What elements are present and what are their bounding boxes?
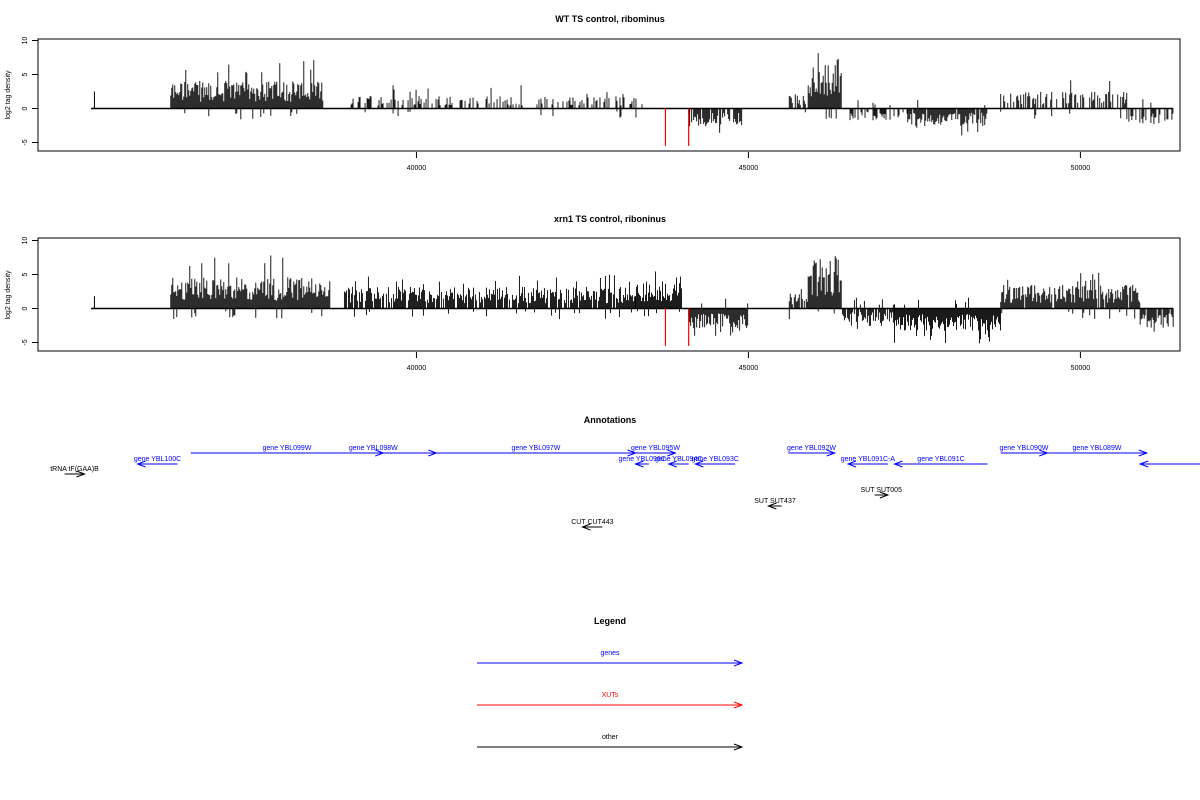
annotation-label: SUT SUT437: [754, 498, 796, 505]
arrow-head-icon: [893, 460, 903, 468]
annotation-feature: SUT SUT437: [754, 498, 796, 510]
annotation-feature: gene YBL097W: [436, 445, 637, 457]
legend-item: other: [477, 734, 744, 751]
wt-y-tick-label: 10: [22, 37, 29, 45]
wt-track-panel: WT TS control, ribominus log2 tag densit…: [5, 14, 1181, 172]
xrn1-track-panel: xrn1 TS control, riboninus log2 tag dens…: [5, 214, 1181, 372]
annotation-label: gene YBL092W: [787, 445, 836, 452]
wt-x-tick-label: 45000: [739, 165, 759, 172]
annotation-feature: gene YBL092W: [787, 445, 837, 457]
wt-y-tick-label: 5: [22, 72, 29, 76]
annotation-feature: gene YBL098W: [310, 445, 438, 457]
arrow-head-icon: [667, 460, 677, 468]
legend-item-label: other: [602, 734, 619, 741]
xrn1-x-tick-label: 45000: [739, 365, 759, 372]
legend-item: XUTs: [477, 692, 744, 709]
annotation-label: gene YBL100C: [134, 456, 181, 463]
wt-x-axis: 40000 45000 50000: [407, 152, 1091, 172]
xrn1-y-tick-label: -5: [22, 339, 29, 345]
annotation-label: gene YBL091C: [917, 456, 964, 463]
arrow-head-icon: [826, 449, 837, 457]
wt-signal-bars: [93, 53, 1174, 136]
legend-item-label: genes: [600, 650, 620, 657]
annotation-feature: gene YBL089W: [1047, 445, 1149, 457]
arrow-head-icon: [667, 449, 677, 457]
annotation-label: gene YBL098W: [349, 445, 398, 452]
annotation-label: gene YBL090W: [1000, 445, 1049, 452]
arrow-head-icon: [627, 449, 637, 457]
wt-ylabel: log2 tag density: [5, 70, 12, 120]
legend-title: Legend: [594, 616, 626, 626]
annotation-label: gene YBL089W: [1073, 445, 1122, 452]
arrow-head-icon: [1138, 460, 1149, 468]
arrow-head-icon: [693, 460, 704, 468]
annotation-label: CUT CUT443: [571, 519, 613, 526]
wt-y-tick-label: -5: [22, 139, 29, 145]
xrn1-track-title: xrn1 TS control, riboninus: [554, 214, 666, 224]
legend: genes XUTs other: [477, 650, 744, 751]
arrow-head-icon: [733, 743, 744, 751]
annotation-feature: CUT CUT443: [571, 519, 614, 531]
arrow-head-icon: [879, 491, 890, 499]
annotation-label: tRNA tF(GAA)B: [50, 466, 99, 473]
annotation-feature: [1138, 460, 1200, 468]
annotation-feature: gene YBL091C-A: [841, 456, 896, 468]
wt-x-tick-label: 40000: [407, 165, 427, 172]
annotation-feature: tRNA tF(GAA)B: [50, 466, 99, 478]
xrn1-x-tick-label: 40000: [407, 365, 427, 372]
annotation-feature: gene YBL094C: [655, 456, 702, 468]
arrow-head-icon: [634, 460, 644, 468]
wt-y-tick-label: 0: [22, 106, 29, 110]
xrn1-signal-bars: [93, 255, 1174, 344]
arrow-head-icon: [428, 449, 438, 457]
annotation-label: gene YBL095W: [631, 445, 680, 452]
arrow-head-icon: [581, 523, 591, 531]
wt-x-tick-label: 50000: [1071, 165, 1091, 172]
wt-red-marks: [664, 108, 690, 146]
arrow-head-icon: [1138, 449, 1149, 457]
annotation-track: gene YBL099W gene YBL100C tRNA tF(GAA)B gen…: [50, 445, 1200, 531]
legend-item: genes: [477, 650, 744, 667]
wt-y-axis: -5 0 5 10: [22, 37, 39, 146]
annotation-feature: gene YBL100C: [134, 456, 181, 468]
annotation-feature: gene YBL096C: [619, 456, 666, 468]
arrow-head-icon: [733, 701, 744, 709]
xrn1-x-tick-label: 50000: [1071, 365, 1091, 372]
xrn1-y-tick-label: 5: [22, 272, 29, 276]
annotation-label: gene YBL091C-A: [841, 456, 896, 463]
annotation-label: gene YBL096C: [619, 456, 666, 463]
xrn1-y-axis: -5 0 5 10: [22, 237, 39, 346]
annotation-feature: gene YBL091C: [893, 456, 988, 468]
wt-plot-frame: [37, 38, 1181, 152]
legend-item-label: XUTs: [602, 692, 619, 699]
annotation-feature: gene YBL093C: [692, 456, 739, 468]
xrn1-y-tick-label: 0: [22, 306, 29, 310]
annotation-feature: SUT SUT005: [860, 487, 902, 499]
annotation-label: gene YBL094C: [655, 456, 702, 463]
arrow-head-icon: [846, 460, 857, 468]
annotation-label: gene YBL097W: [512, 445, 561, 452]
annotation-feature: gene YBL095W: [631, 445, 680, 457]
xrn1-x-axis: 40000 45000 50000: [407, 352, 1091, 372]
annotation-label: SUT SUT005: [860, 487, 902, 494]
annotation-label: gene YBL093C: [692, 456, 739, 463]
arrow-head-icon: [136, 460, 146, 468]
arrow-head-icon: [733, 659, 744, 667]
annotation-label: gene YBL099W: [263, 445, 312, 452]
arrow-head-icon: [76, 470, 86, 478]
xrn1-ylabel: log2 tag density: [5, 270, 12, 320]
annotations-title: Annotations: [584, 415, 637, 425]
wt-track-title: WT TS control, ribominus: [555, 14, 665, 24]
annotation-feature: gene YBL090W: [1000, 445, 1049, 457]
arrow-head-icon: [766, 502, 777, 510]
xrn1-red-marks: [664, 308, 690, 346]
xrn1-y-tick-label: 10: [22, 237, 29, 245]
